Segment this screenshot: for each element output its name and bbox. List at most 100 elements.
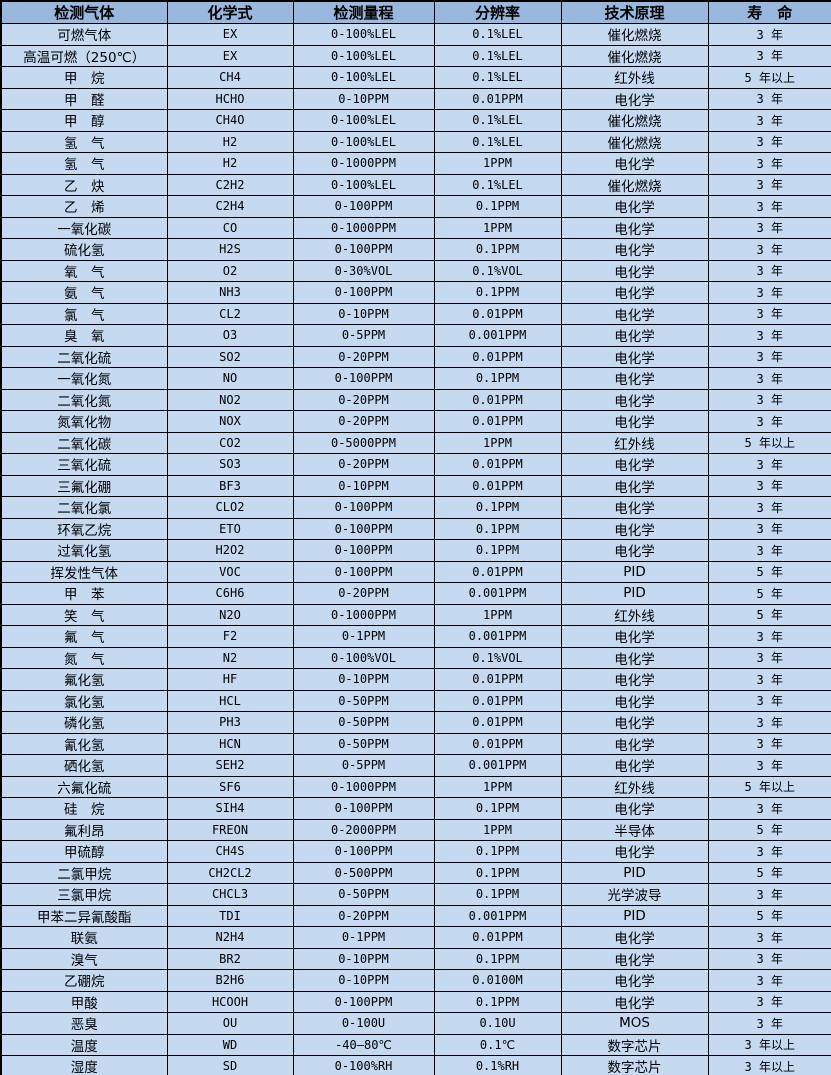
cell: 3 年: [707, 947, 831, 970]
table-row: 氢 气 H2 0-1000PPM 1PPM 电化学 3 年: [0, 152, 831, 175]
cell: 3 年: [707, 238, 831, 261]
cell: 3 年: [707, 496, 831, 519]
cell: 环氧乙烷: [0, 517, 168, 540]
cell: 0-1000PPM: [292, 152, 435, 175]
cell: 0-5PPM: [292, 324, 435, 347]
cell: 3 年: [707, 646, 831, 669]
cell: 恶臭: [0, 1012, 168, 1035]
cell: 催化燃烧: [560, 109, 709, 132]
cell: 0-100PPM: [292, 517, 435, 540]
header-cell-3: 分辨率: [433, 0, 562, 24]
table-row: 笑 气 N2O 0-1000PPM 1PPM 红外线 5 年: [0, 603, 831, 626]
cell: 3 年: [707, 990, 831, 1013]
cell: WD: [166, 1033, 294, 1056]
table-row: 氟 气 F2 0-1PPM 0.001PPM 电化学 3 年: [0, 625, 831, 648]
header-cell-2: 检测量程: [292, 0, 435, 24]
cell: 0-20PPM: [292, 388, 435, 411]
cell: HF: [166, 668, 294, 691]
cell: 0-10PPM: [292, 668, 435, 691]
table-row: 二氧化硫 SO2 0-20PPM 0.01PPM 电化学 3 年: [0, 345, 831, 368]
cell: 0-100%RH: [292, 1055, 435, 1075]
cell: 3 年: [707, 109, 831, 132]
cell: 电化学: [560, 238, 709, 261]
cell: 0.01PPM: [433, 926, 562, 949]
cell: 3 年: [707, 44, 831, 67]
table-row: 温度 WD -40—80℃ 0.1℃ 数字芯片 3 年以上: [0, 1033, 831, 1056]
cell: 电化学: [560, 87, 709, 110]
table-row: 氯 气 CL2 0-10PPM 0.01PPM 电化学 3 年: [0, 302, 831, 325]
cell: 3 年: [707, 410, 831, 433]
cell: 二氧化氮: [0, 388, 168, 411]
cell: 可燃气体: [0, 23, 168, 46]
cell: H2S: [166, 238, 294, 261]
cell: 甲硫醇: [0, 840, 168, 863]
cell: 3 年: [707, 388, 831, 411]
cell: 0-100PPM: [292, 797, 435, 820]
cell: 电化学: [560, 345, 709, 368]
cell: 0-1PPM: [292, 926, 435, 949]
cell: 过氧化氢: [0, 539, 168, 562]
cell: 联氨: [0, 926, 168, 949]
cell: 3 年: [707, 689, 831, 712]
cell: C2H4: [166, 195, 294, 218]
table-row: 乙 炔 C2H2 0-100%LEL 0.1%LEL 催化燃烧 3 年: [0, 173, 831, 196]
cell: 3 年: [707, 539, 831, 562]
table-row: 硫化氢 H2S 0-100PPM 0.1PPM 电化学 3 年: [0, 238, 831, 261]
cell: 催化燃烧: [560, 23, 709, 46]
cell: CH2CL2: [166, 861, 294, 884]
cell: VOC: [166, 560, 294, 583]
table-row: 三氯甲烷 CHCL3 0-50PPM 0.1PPM 光学波导 3 年: [0, 883, 831, 906]
table-row: 硅 烷 SIH4 0-100PPM 0.1PPM 电化学 3 年: [0, 797, 831, 820]
cell: 甲 烷: [0, 66, 168, 89]
cell: 3 年: [707, 302, 831, 325]
cell: 0-100PPM: [292, 539, 435, 562]
cell: HCN: [166, 732, 294, 755]
cell: 1PPM: [433, 152, 562, 175]
cell: 电化学: [560, 216, 709, 239]
table-row: 硒化氢 SEH2 0-5PPM 0.001PPM 电化学 3 年: [0, 754, 831, 777]
cell: NOX: [166, 410, 294, 433]
cell: 0.1%VOL: [433, 259, 562, 282]
table-body: 可燃气体 EX 0-100%LEL 0.1%LEL 催化燃烧 3 年高温可燃（250℃） E…: [0, 23, 831, 1075]
cell: 磷化氢: [0, 711, 168, 734]
table-row: 氰化氢 HCN 0-50PPM 0.01PPM 电化学 3 年: [0, 732, 831, 755]
cell: CH4S: [166, 840, 294, 863]
cell: 0-50PPM: [292, 711, 435, 734]
table-row: 高温可燃（250℃） EX 0-100%LEL 0.1%LEL 催化燃烧 3 年: [0, 44, 831, 67]
cell: 1PPM: [433, 775, 562, 798]
cell: 0-10PPM: [292, 474, 435, 497]
cell: 0.01PPM: [433, 302, 562, 325]
table-row: 臭 氧 O3 0-5PPM 0.001PPM 电化学 3 年: [0, 324, 831, 347]
cell: 3 年以上: [707, 1033, 831, 1056]
table-row: 二氯甲烷 CH2CL2 0-500PPM 0.1PPM PID 5 年: [0, 861, 831, 884]
cell: 1PPM: [433, 431, 562, 454]
cell: 0.1%RH: [433, 1055, 562, 1075]
cell: 0.01PPM: [433, 453, 562, 476]
cell: 5 年以上: [707, 431, 831, 454]
cell: NO2: [166, 388, 294, 411]
cell: 0.1%LEL: [433, 109, 562, 132]
table-row: 氧 气 O2 0-30%VOL 0.1%VOL 电化学 3 年: [0, 259, 831, 282]
cell: N2: [166, 646, 294, 669]
cell: 3 年: [707, 281, 831, 304]
cell: 挥发性气体: [0, 560, 168, 583]
cell: 三氟化硼: [0, 474, 168, 497]
table-row: 氟利昂 FREON 0-2000PPM 1PPM 半导体 5 年: [0, 818, 831, 841]
cell: SF6: [166, 775, 294, 798]
cell: 0-30%VOL: [292, 259, 435, 282]
cell: 0-100PPM: [292, 195, 435, 218]
cell: 3 年: [707, 324, 831, 347]
table-row: 乙 烯 C2H4 0-100PPM 0.1PPM 电化学 3 年: [0, 195, 831, 218]
cell: 电化学: [560, 539, 709, 562]
table-row: 三氧化硫 SO3 0-20PPM 0.01PPM 电化学 3 年: [0, 453, 831, 476]
cell: 3 年: [707, 345, 831, 368]
cell: 氧 气: [0, 259, 168, 282]
table-row: 甲苯二异氰酸酯 TDI 0-20PPM 0.001PPM PID 5 年: [0, 904, 831, 927]
cell: 0-1PPM: [292, 625, 435, 648]
cell: 电化学: [560, 410, 709, 433]
cell: N2H4: [166, 926, 294, 949]
cell: 3 年: [707, 732, 831, 755]
cell: 0.001PPM: [433, 582, 562, 605]
cell: 3 年: [707, 216, 831, 239]
cell: 5 年以上: [707, 66, 831, 89]
